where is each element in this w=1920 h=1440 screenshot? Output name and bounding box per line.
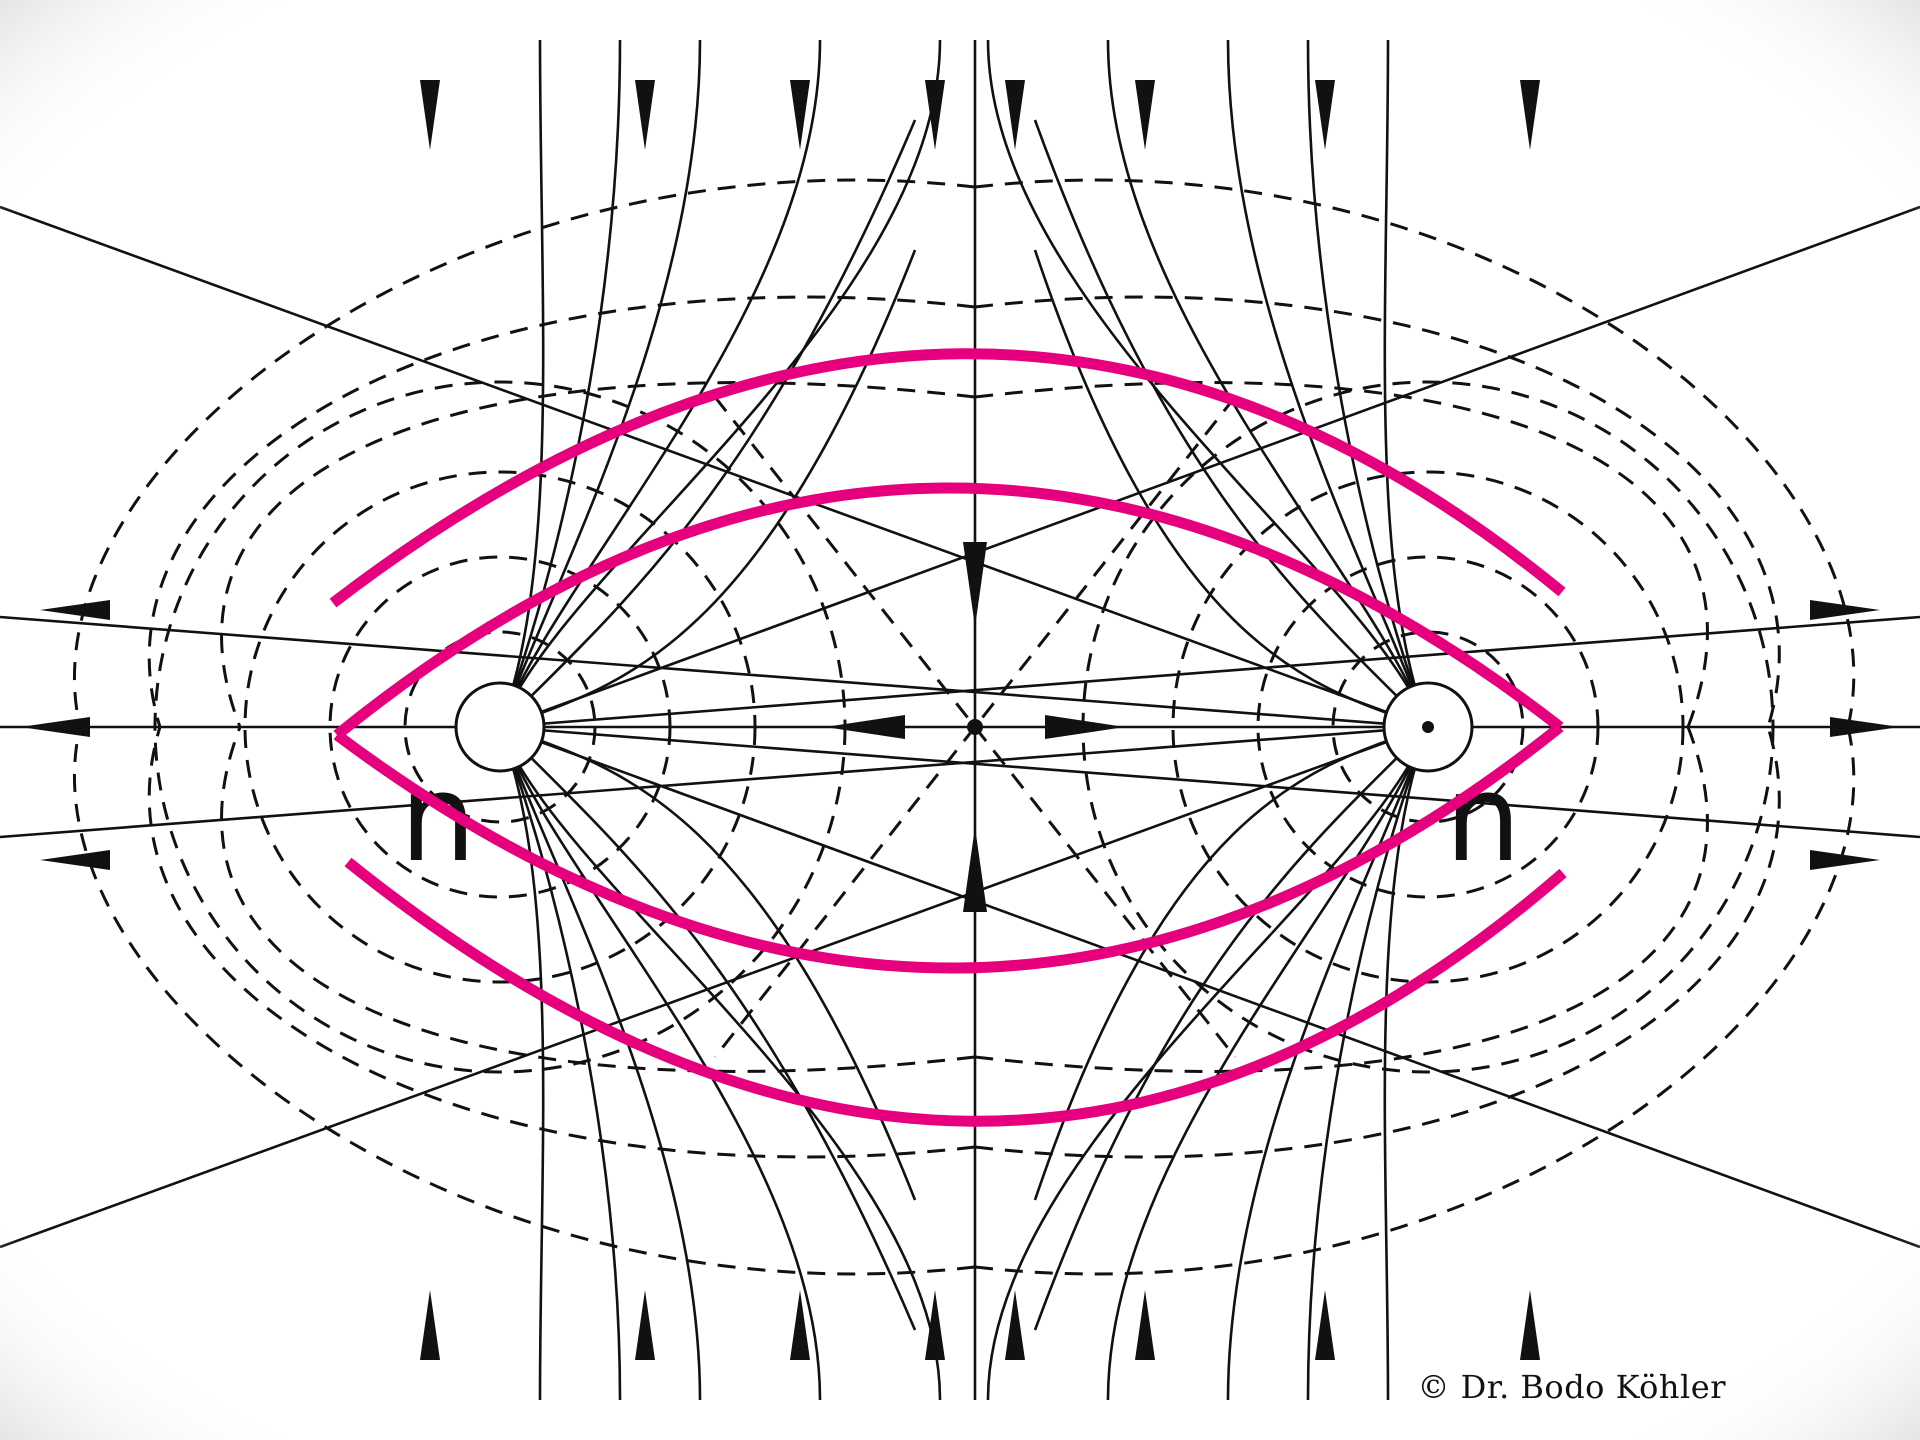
copyright-text: © Dr. Bodo Köhler <box>1417 1368 1726 1406</box>
